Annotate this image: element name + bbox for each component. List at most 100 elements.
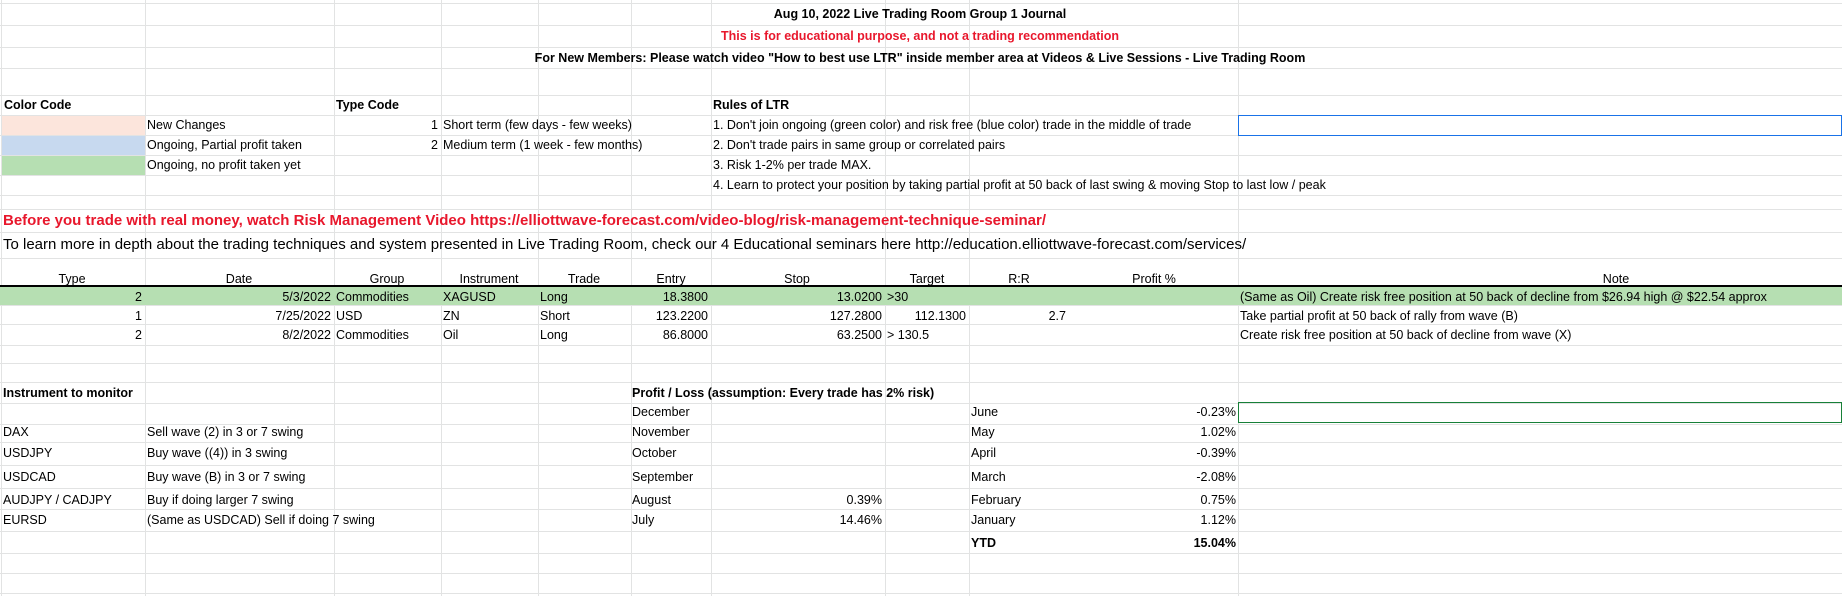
rule-item[interactable]: 2. Don't trade pairs in same group or co… bbox=[713, 138, 1006, 152]
monitor-title[interactable]: Instrument to monitor bbox=[3, 386, 133, 400]
rules-title[interactable]: Rules of LTR bbox=[713, 98, 790, 112]
trade-stop[interactable]: 13.0200 bbox=[836, 290, 882, 304]
pnl-value[interactable]: -2.08% bbox=[1196, 470, 1236, 484]
monitor-instrument[interactable]: USDCAD bbox=[3, 470, 56, 484]
type-code-num[interactable]: 1 bbox=[431, 118, 438, 132]
pnl-value[interactable]: -0.23% bbox=[1196, 405, 1236, 419]
col-header-type[interactable]: Type bbox=[58, 272, 86, 286]
trade-stop[interactable]: 63.2500 bbox=[836, 328, 882, 342]
monitor-note[interactable]: Buy wave ((4)) in 3 swing bbox=[147, 446, 288, 460]
monitor-instrument[interactable]: EURSD bbox=[3, 513, 47, 527]
pnl-value[interactable]: 14.46% bbox=[839, 513, 882, 527]
pnl-month[interactable]: December bbox=[632, 405, 690, 419]
trade-rr[interactable]: 2.7 bbox=[1048, 309, 1066, 323]
col-header-entry[interactable]: Entry bbox=[656, 272, 686, 286]
trade-instrument[interactable]: Oil bbox=[443, 328, 459, 342]
color-label-new[interactable]: New Changes bbox=[147, 118, 226, 132]
pnl-month[interactable]: August bbox=[632, 493, 671, 507]
col-header-rr[interactable]: R:R bbox=[1008, 272, 1030, 286]
color-label-no-profit[interactable]: Ongoing, no profit taken yet bbox=[147, 158, 301, 172]
pnl-value[interactable]: 0.39% bbox=[846, 493, 882, 507]
pnl-month[interactable]: July bbox=[632, 513, 655, 527]
type-code-title[interactable]: Type Code bbox=[336, 98, 399, 112]
rule-item[interactable]: 1. Don't join ongoing (green color) and … bbox=[713, 118, 1192, 132]
type-code-label[interactable]: Short term (few days - few weeks) bbox=[443, 118, 632, 132]
trade-note[interactable]: Take partial profit at 50 back of rally … bbox=[1240, 309, 1518, 323]
trade-group[interactable]: USD bbox=[336, 309, 363, 323]
pnl-title[interactable]: Profit / Loss (assumption: Every trade h… bbox=[632, 386, 935, 400]
color-swatch-no-profit[interactable] bbox=[2, 156, 145, 175]
pnl-month[interactable]: May bbox=[971, 425, 995, 439]
col-header-date[interactable]: Date bbox=[225, 272, 253, 286]
color-code-title[interactable]: Color Code bbox=[4, 98, 72, 112]
monitor-instrument[interactable]: USDJPY bbox=[3, 446, 53, 460]
col-header-note[interactable]: Note bbox=[1602, 272, 1630, 286]
trade-note[interactable]: (Same as Oil) Create risk free position … bbox=[1240, 290, 1767, 304]
col-header-stop[interactable]: Stop bbox=[784, 272, 810, 286]
trade-target[interactable]: 112.1300 bbox=[914, 309, 966, 323]
pnl-month[interactable]: November bbox=[632, 425, 690, 439]
trade-instrument[interactable]: ZN bbox=[443, 309, 460, 323]
pnl-month[interactable]: January bbox=[971, 513, 1016, 527]
pnl-month[interactable]: October bbox=[632, 446, 677, 460]
pnl-value[interactable]: 0.75% bbox=[1200, 493, 1236, 507]
monitor-note[interactable]: Buy if doing larger 7 swing bbox=[147, 493, 294, 507]
trade-target[interactable]: > 130.5 bbox=[887, 328, 930, 342]
disclaimer[interactable]: This is for educational purpose, and not… bbox=[721, 29, 1119, 43]
trade-type[interactable]: 2 bbox=[135, 328, 142, 342]
ytd-label[interactable]: YTD bbox=[971, 536, 996, 550]
trade-type[interactable]: 1 bbox=[135, 309, 142, 323]
monitor-instrument[interactable]: AUDJPY / CADJPY bbox=[3, 493, 112, 507]
trade-direction[interactable]: Short bbox=[540, 309, 570, 323]
pnl-month[interactable]: June bbox=[971, 405, 999, 419]
ytd-value[interactable]: 15.04% bbox=[1193, 536, 1236, 550]
trade-direction[interactable]: Long bbox=[540, 328, 568, 342]
trade-group[interactable]: Commodities bbox=[336, 328, 409, 342]
selected-cell-green[interactable] bbox=[1238, 402, 1842, 423]
trade-entry[interactable]: 123.2200 bbox=[655, 309, 708, 323]
color-swatch-partial[interactable] bbox=[2, 136, 145, 155]
header-underline bbox=[0, 285, 1842, 287]
rule-item[interactable]: 3. Risk 1-2% per trade MAX. bbox=[713, 158, 872, 172]
color-swatch-new[interactable] bbox=[2, 116, 145, 135]
pnl-value[interactable]: 1.12% bbox=[1200, 513, 1236, 527]
trade-entry[interactable]: 18.3800 bbox=[662, 290, 708, 304]
col-header-target[interactable]: Target bbox=[909, 272, 945, 286]
monitor-note[interactable]: (Same as USDCAD) Sell if doing 7 swing bbox=[147, 513, 375, 527]
sheet-title[interactable]: Aug 10, 2022 Live Trading Room Group 1 J… bbox=[773, 7, 1067, 21]
risk-video-notice[interactable]: Before you trade with real money, watch … bbox=[3, 212, 1047, 229]
col-header-profit[interactable]: Profit % bbox=[1132, 272, 1176, 286]
col-header-trade[interactable]: Trade bbox=[567, 272, 601, 286]
color-label-partial[interactable]: Ongoing, Partial profit taken bbox=[147, 138, 302, 152]
table-row-highlight[interactable] bbox=[0, 287, 1842, 305]
monitor-note[interactable]: Sell wave (2) in 3 or 7 swing bbox=[147, 425, 304, 439]
type-code-num[interactable]: 2 bbox=[431, 138, 438, 152]
monitor-note[interactable]: Buy wave (B) in 3 or 7 swing bbox=[147, 470, 306, 484]
trade-direction[interactable]: Long bbox=[540, 290, 568, 304]
col-header-group[interactable]: Group bbox=[369, 272, 405, 286]
trade-date[interactable]: 8/2/2022 bbox=[282, 328, 331, 342]
pnl-value[interactable]: -0.39% bbox=[1196, 446, 1236, 460]
monitor-instrument[interactable]: DAX bbox=[3, 425, 29, 439]
col-header-instrument[interactable]: Instrument bbox=[459, 272, 519, 286]
pnl-month[interactable]: April bbox=[971, 446, 997, 460]
type-code-label[interactable]: Medium term (1 week - few months) bbox=[443, 138, 643, 152]
pnl-month[interactable]: September bbox=[632, 470, 694, 484]
trade-entry[interactable]: 86.8000 bbox=[662, 328, 708, 342]
trade-date[interactable]: 7/25/2022 bbox=[275, 309, 331, 323]
selected-cell[interactable] bbox=[1238, 115, 1842, 136]
trade-group[interactable]: Commodities bbox=[336, 290, 409, 304]
trade-instrument[interactable]: XAGUSD bbox=[443, 290, 496, 304]
rule-item[interactable]: 4. Learn to protect your position by tak… bbox=[713, 178, 1326, 192]
pnl-month[interactable]: March bbox=[971, 470, 1006, 484]
pnl-value[interactable]: 1.02% bbox=[1200, 425, 1236, 439]
trade-type[interactable]: 2 bbox=[135, 290, 142, 304]
new-members-notice[interactable]: For New Members: Please watch video "How… bbox=[534, 51, 1306, 65]
trade-date[interactable]: 5/3/2022 bbox=[282, 290, 331, 304]
trade-note[interactable]: Create risk free position at 50 back of … bbox=[1240, 328, 1572, 342]
trade-target[interactable]: >30 bbox=[887, 290, 909, 304]
seminars-notice[interactable]: To learn more in depth about the trading… bbox=[3, 236, 1247, 253]
trade-stop[interactable]: 127.2800 bbox=[829, 309, 882, 323]
pnl-month[interactable]: February bbox=[971, 493, 1022, 507]
